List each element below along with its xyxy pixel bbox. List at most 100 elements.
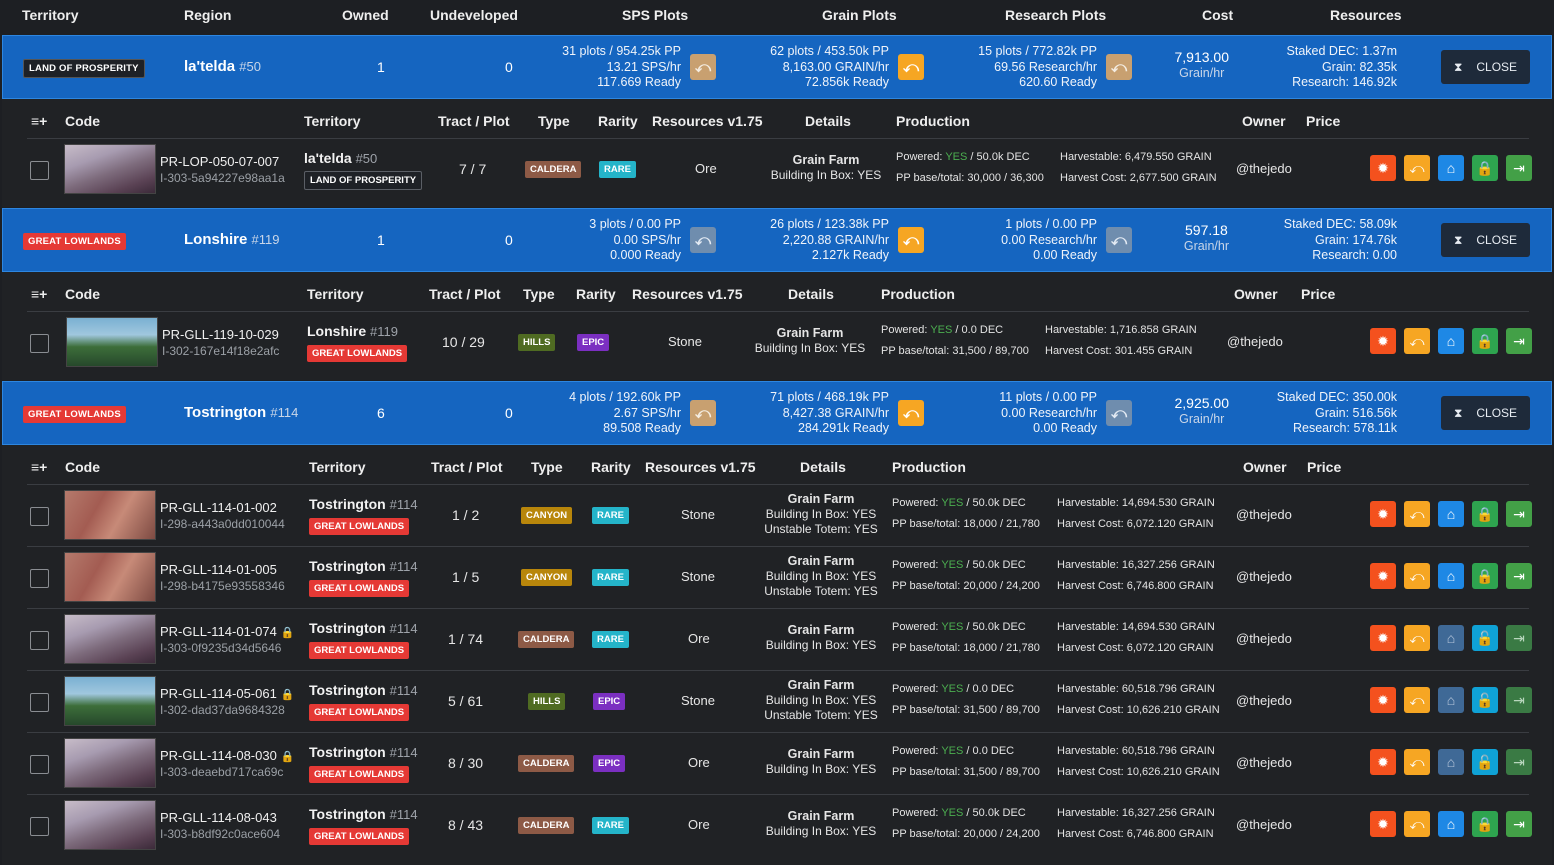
unlock-button[interactable]: 🔓: [1472, 749, 1498, 775]
settings-button[interactable]: ✹: [1370, 328, 1396, 354]
header-resources[interactable]: Resources v1.75: [652, 113, 763, 129]
row-checkbox[interactable]: [30, 334, 49, 353]
claim-research-button[interactable]: ⤺: [1106, 400, 1132, 426]
header-tract-plot[interactable]: Tract / Plot: [431, 459, 503, 475]
close-button[interactable]: ⧗ CLOSE: [1441, 396, 1530, 430]
table-row[interactable]: PR-LOP-050-07-007 I-303-5a94227e98aa1a l…: [2, 139, 1552, 201]
header-code[interactable]: Code: [65, 459, 100, 475]
header-owner[interactable]: Owner: [1243, 459, 1287, 475]
claim-research-button[interactable]: ⤺: [1106, 227, 1132, 253]
settings-button[interactable]: ✹: [1370, 687, 1396, 713]
owner[interactable]: @thejedo: [1236, 693, 1292, 708]
transfer-button[interactable]: ⇥: [1506, 687, 1532, 713]
header-resources[interactable]: Resources v1.75: [645, 459, 756, 475]
header-territory[interactable]: Territory: [304, 113, 361, 129]
plot-code[interactable]: PR-GLL-119-10-029: [162, 327, 279, 342]
plot-code[interactable]: PR-GLL-114-05-061 🔒: [160, 686, 294, 701]
row-checkbox[interactable]: [30, 631, 49, 650]
market-button[interactable]: ⌂: [1438, 328, 1464, 354]
harvest-button[interactable]: ⤺: [1404, 687, 1430, 713]
header-type[interactable]: Type: [523, 286, 555, 302]
settings-button[interactable]: ✹: [1370, 749, 1396, 775]
close-button[interactable]: ⧗ CLOSE: [1441, 50, 1530, 84]
table-row[interactable]: PR-GLL-114-01-002 I-298-a443a0dd010044 T…: [2, 485, 1552, 547]
table-row[interactable]: PR-GLL-119-10-029 I-302-167e14f18e2afc L…: [2, 312, 1552, 374]
menu-icon[interactable]: ≡+: [31, 459, 48, 475]
lock-button[interactable]: 🔒: [1472, 328, 1498, 354]
header-owner[interactable]: Owner: [1234, 286, 1278, 302]
transfer-button[interactable]: ⇥: [1506, 563, 1532, 589]
header-grain-plots[interactable]: Grain Plots: [822, 7, 897, 23]
market-button[interactable]: ⌂: [1438, 749, 1464, 775]
claim-sps-button[interactable]: ⤺: [690, 227, 716, 253]
settings-button[interactable]: ✹: [1370, 625, 1396, 651]
unlock-button[interactable]: 🔓: [1472, 687, 1498, 713]
header-sps-plots[interactable]: SPS Plots: [622, 7, 689, 23]
region-name[interactable]: Tostrington #114: [184, 404, 298, 421]
owner[interactable]: @thejedo: [1236, 161, 1292, 176]
header-cost[interactable]: Cost: [1202, 7, 1234, 23]
claim-research-button[interactable]: ⤺: [1106, 54, 1132, 80]
lock-button[interactable]: 🔒: [1472, 811, 1498, 837]
table-row[interactable]: PR-GLL-114-01-074 🔒 I-303-0f9235d34d5646…: [2, 609, 1552, 671]
region-name[interactable]: la'telda #50: [184, 58, 261, 75]
header-code[interactable]: Code: [65, 113, 100, 129]
claim-sps-button[interactable]: ⤺: [690, 54, 716, 80]
header-tract-plot[interactable]: Tract / Plot: [429, 286, 501, 302]
row-checkbox[interactable]: [30, 569, 49, 588]
claim-sps-button[interactable]: ⤺: [690, 400, 716, 426]
header-price[interactable]: Price: [1301, 286, 1336, 302]
harvest-button[interactable]: ⤺: [1404, 563, 1430, 589]
transfer-button[interactable]: ⇥: [1506, 811, 1532, 837]
header-territory[interactable]: Territory: [307, 286, 364, 302]
header-region[interactable]: Region: [184, 7, 232, 23]
plot-code[interactable]: PR-GLL-114-08-030 🔒: [160, 748, 294, 763]
header-production[interactable]: Production: [892, 459, 966, 475]
table-row[interactable]: PR-GLL-114-08-043 I-303-b8df92c0ace604 T…: [2, 795, 1552, 857]
close-button[interactable]: ⧗ CLOSE: [1441, 223, 1530, 257]
harvest-button[interactable]: ⤺: [1404, 811, 1430, 837]
menu-icon[interactable]: ≡+: [31, 286, 48, 302]
header-code[interactable]: Code: [65, 286, 100, 302]
header-tract-plot[interactable]: Tract / Plot: [438, 113, 510, 129]
header-rarity[interactable]: Rarity: [591, 459, 631, 475]
market-button[interactable]: ⌂: [1438, 155, 1464, 181]
header-details[interactable]: Details: [788, 286, 834, 302]
row-checkbox[interactable]: [30, 161, 49, 180]
territory-row[interactable]: GREAT LOWLANDS Lonshire #119 1 0 3 plots…: [2, 208, 1552, 272]
header-undeveloped[interactable]: Undeveloped: [430, 7, 518, 23]
header-type[interactable]: Type: [538, 113, 570, 129]
market-button[interactable]: ⌂: [1438, 687, 1464, 713]
header-territory[interactable]: Territory: [309, 459, 366, 475]
owner[interactable]: @thejedo: [1227, 334, 1283, 349]
transfer-button[interactable]: ⇥: [1506, 625, 1532, 651]
harvest-button[interactable]: ⤺: [1404, 625, 1430, 651]
menu-icon[interactable]: ≡+: [31, 113, 48, 129]
settings-button[interactable]: ✹: [1370, 501, 1396, 527]
harvest-button[interactable]: ⤺: [1404, 501, 1430, 527]
harvest-button[interactable]: ⤺: [1404, 328, 1430, 354]
table-row[interactable]: PR-GLL-114-01-005 I-298-b4175e93558346 T…: [2, 547, 1552, 609]
header-type[interactable]: Type: [531, 459, 563, 475]
settings-button[interactable]: ✹: [1370, 155, 1396, 181]
row-checkbox[interactable]: [30, 507, 49, 526]
row-checkbox[interactable]: [30, 693, 49, 712]
header-price[interactable]: Price: [1306, 113, 1341, 129]
owner[interactable]: @thejedo: [1236, 569, 1292, 584]
settings-button[interactable]: ✹: [1370, 563, 1396, 589]
table-row[interactable]: PR-GLL-114-08-030 🔒 I-303-deaebd717ca69c…: [2, 733, 1552, 795]
owner[interactable]: @thejedo: [1236, 507, 1292, 522]
claim-grain-button[interactable]: ⤺: [898, 227, 924, 253]
settings-button[interactable]: ✹: [1370, 811, 1396, 837]
lock-button[interactable]: 🔒: [1472, 563, 1498, 589]
claim-grain-button[interactable]: ⤺: [898, 54, 924, 80]
header-territory[interactable]: Territory: [22, 7, 79, 23]
territory-row[interactable]: LAND OF PROSPERITY la'telda #50 1 0 31 p…: [2, 35, 1552, 99]
plot-code[interactable]: PR-LOP-050-07-007: [160, 154, 280, 169]
harvest-button[interactable]: ⤺: [1404, 155, 1430, 181]
harvest-button[interactable]: ⤺: [1404, 749, 1430, 775]
lock-button[interactable]: 🔒: [1472, 155, 1498, 181]
transfer-button[interactable]: ⇥: [1506, 501, 1532, 527]
header-owned[interactable]: Owned: [342, 7, 389, 23]
plot-code[interactable]: PR-GLL-114-01-005: [160, 562, 277, 577]
